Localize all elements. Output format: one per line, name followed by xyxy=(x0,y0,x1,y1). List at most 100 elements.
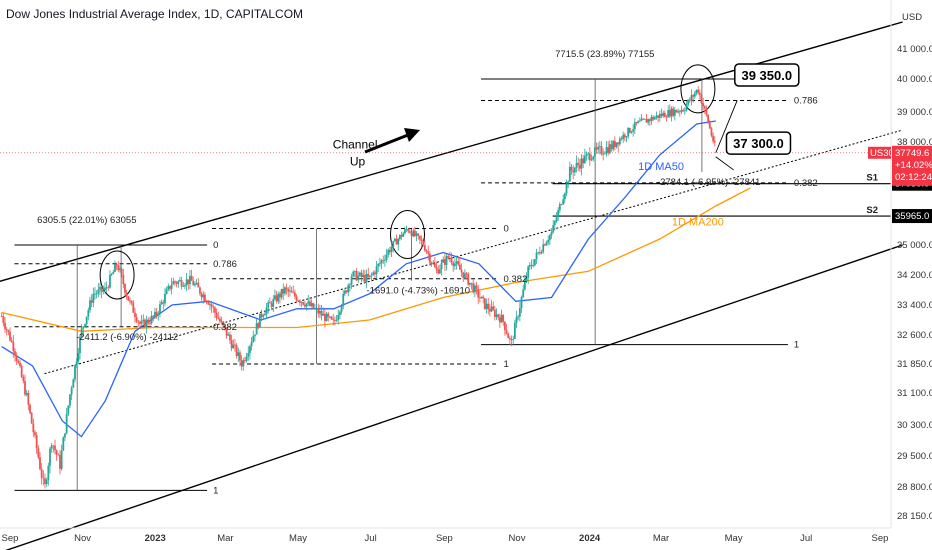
candle-body xyxy=(530,264,533,266)
y-tick-label: 34 200.0 xyxy=(897,270,932,281)
candle-body xyxy=(628,127,631,133)
support-label: S1 xyxy=(866,173,878,184)
candle-body xyxy=(537,252,540,254)
candle-body xyxy=(407,229,410,232)
candle-body xyxy=(488,309,491,312)
candle-body xyxy=(452,262,455,267)
candle-body xyxy=(638,120,641,122)
candle-body xyxy=(513,322,516,339)
candle-body xyxy=(127,296,130,301)
fib-level-label: 0 xyxy=(213,240,218,251)
candle-body xyxy=(94,293,96,295)
ma200-line xyxy=(1,187,751,332)
candle-body xyxy=(249,346,251,354)
candle-body xyxy=(557,210,560,218)
currency-label[interactable]: USD xyxy=(902,12,922,23)
candle-body xyxy=(453,263,456,267)
x-tick-label: Jul xyxy=(800,533,812,544)
candle-body xyxy=(710,128,713,136)
candle-body xyxy=(212,306,215,308)
candle-body xyxy=(350,276,353,285)
candle-body xyxy=(688,99,691,101)
candle-body xyxy=(257,323,260,328)
candle-body xyxy=(535,252,538,260)
candle-body xyxy=(648,119,651,122)
candle-body xyxy=(378,263,381,265)
candle-body xyxy=(708,122,711,129)
candle-body xyxy=(34,432,36,436)
candle-body xyxy=(72,379,75,388)
candle-body xyxy=(225,327,228,336)
candle-body xyxy=(375,266,378,275)
candle-body xyxy=(247,353,250,357)
candle-body xyxy=(30,412,33,424)
support-price-tag xyxy=(892,209,932,224)
y-tick-label: 40 000.0 xyxy=(897,74,932,85)
candle-body xyxy=(134,312,136,318)
candle-body xyxy=(104,287,106,291)
candle-body xyxy=(5,328,8,331)
y-tick-label: 33 400.0 xyxy=(897,300,932,311)
candle-body xyxy=(505,330,508,334)
candle-body xyxy=(69,394,71,406)
candle-body xyxy=(52,445,55,447)
candle-body xyxy=(92,293,95,303)
candle-body xyxy=(483,298,486,309)
candle-body xyxy=(135,317,138,322)
candle-body xyxy=(84,324,86,327)
candle-body xyxy=(408,231,411,233)
candle-body xyxy=(152,315,155,317)
candle-body xyxy=(157,313,160,315)
candle-body xyxy=(284,287,286,294)
candle-body xyxy=(613,140,616,148)
candle-body xyxy=(388,249,391,253)
candle-body xyxy=(95,293,98,295)
candle-body xyxy=(580,158,583,169)
candle-body xyxy=(690,95,693,101)
candle-body xyxy=(269,302,271,304)
candle-body xyxy=(315,308,318,309)
candle-body xyxy=(264,313,266,316)
candle-body xyxy=(602,153,605,155)
candle-body xyxy=(25,393,28,395)
candle-body xyxy=(82,326,85,329)
candle-body xyxy=(478,297,481,299)
candle-body xyxy=(139,321,141,324)
candle-body xyxy=(205,300,208,303)
candle-body xyxy=(445,256,448,266)
candle-body xyxy=(310,303,313,306)
candle-body xyxy=(383,259,386,261)
candle-body xyxy=(558,204,561,211)
candle-body xyxy=(327,313,330,317)
candle-body xyxy=(187,279,190,285)
candle-body xyxy=(503,321,506,331)
candle-body xyxy=(204,294,206,301)
candle-body xyxy=(528,264,531,267)
candle-body xyxy=(189,275,191,285)
candle-body xyxy=(110,274,113,275)
candle-body xyxy=(562,199,565,205)
candle-body xyxy=(75,361,78,366)
candle-body xyxy=(250,342,253,347)
candle-body xyxy=(35,435,38,449)
candle-body xyxy=(307,301,310,304)
candle-body xyxy=(705,108,708,115)
candle-body xyxy=(302,302,305,305)
candle-body xyxy=(713,141,716,143)
candle-body xyxy=(527,266,530,278)
candle-body xyxy=(214,307,216,313)
candle-body xyxy=(374,272,376,275)
candle-body xyxy=(585,154,588,156)
candle-body xyxy=(678,111,681,113)
drop-label: -2411.2 (-6.90%) -24112 xyxy=(76,332,178,343)
candle-body xyxy=(255,323,258,335)
channel-arrow-head xyxy=(404,128,420,142)
candle-body xyxy=(275,295,278,302)
candle-body xyxy=(274,295,276,300)
candle-body xyxy=(522,289,525,298)
candle-body xyxy=(590,159,593,161)
target-box-label: 37 300.0 xyxy=(733,136,784,151)
candle-body xyxy=(620,138,623,140)
